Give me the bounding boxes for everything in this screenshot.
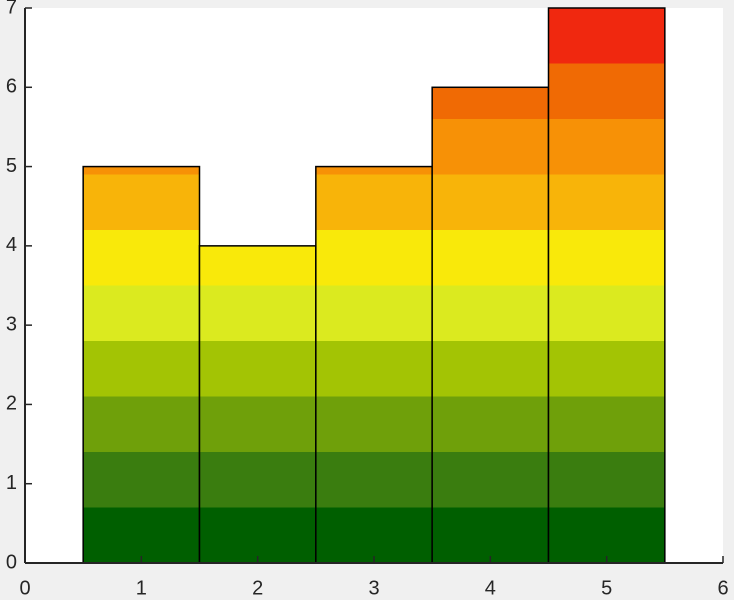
y-tick-label: 5 — [6, 155, 17, 177]
y-tick-label: 1 — [6, 472, 17, 494]
color-band — [432, 230, 549, 286]
y-tick-label: 4 — [6, 234, 17, 256]
color-band — [432, 119, 549, 175]
color-band — [199, 396, 316, 452]
color-band — [83, 230, 200, 286]
color-band — [83, 166, 200, 175]
color-band — [315, 166, 433, 175]
color-band — [548, 119, 665, 175]
color-band — [83, 285, 200, 341]
color-band — [548, 63, 665, 119]
x-tick-label: 2 — [252, 577, 263, 599]
color-band — [315, 452, 433, 508]
color-band — [548, 230, 665, 286]
color-band — [83, 452, 200, 508]
color-band — [548, 452, 665, 508]
x-tick-label: 6 — [717, 577, 728, 599]
color-band — [83, 507, 200, 563]
color-band — [199, 507, 316, 563]
color-band — [548, 396, 665, 452]
color-band — [315, 341, 433, 397]
color-band — [432, 396, 549, 452]
color-band — [548, 507, 665, 563]
color-band — [432, 285, 549, 341]
color-band — [432, 87, 549, 119]
color-band — [199, 245, 316, 286]
color-band — [432, 174, 549, 230]
y-tick-label: 2 — [6, 393, 17, 415]
color-band — [315, 507, 433, 563]
color-band — [83, 396, 200, 452]
y-tick-label: 0 — [6, 551, 17, 573]
x-tick-label: 1 — [136, 577, 147, 599]
x-tick-label: 5 — [601, 577, 612, 599]
x-tick-label: 0 — [19, 577, 30, 599]
color-band — [315, 396, 433, 452]
color-band — [315, 174, 433, 230]
color-band — [83, 341, 200, 397]
color-band — [315, 230, 433, 286]
color-band — [432, 452, 549, 508]
color-band — [548, 174, 665, 230]
color-band — [432, 507, 549, 563]
color-band — [83, 174, 200, 230]
color-band — [548, 285, 665, 341]
color-band — [432, 341, 549, 397]
color-band — [315, 285, 433, 341]
x-tick-label: 4 — [485, 577, 496, 599]
color-band — [199, 341, 316, 397]
y-tick-label: 3 — [6, 313, 17, 335]
color-band — [548, 8, 665, 64]
x-tick-label: 3 — [368, 577, 379, 599]
color-band — [548, 341, 665, 397]
y-tick-label: 6 — [6, 76, 17, 98]
color-band — [199, 285, 316, 341]
y-tick-label: 7 — [6, 0, 17, 18]
color-band — [199, 452, 316, 508]
